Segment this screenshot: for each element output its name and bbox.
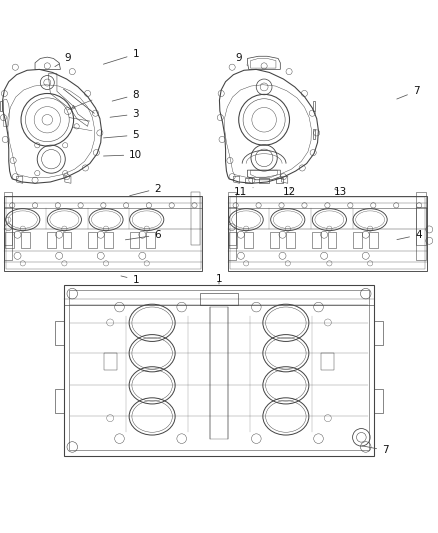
Bar: [4, 196, 202, 271]
Bar: [63, 232, 71, 248]
Text: 6: 6: [125, 230, 161, 240]
Text: 7: 7: [362, 446, 389, 456]
Bar: [200, 294, 238, 305]
Bar: [286, 232, 295, 248]
Bar: [21, 232, 30, 248]
Bar: [88, 232, 97, 248]
Bar: [55, 321, 64, 345]
Bar: [55, 389, 64, 413]
Bar: [374, 389, 383, 413]
Bar: [64, 285, 374, 456]
Bar: [104, 232, 113, 248]
Text: 1: 1: [215, 274, 223, 284]
Bar: [244, 232, 253, 248]
Bar: [4, 192, 12, 245]
Text: 1: 1: [103, 49, 139, 64]
Bar: [369, 232, 378, 248]
Text: 1: 1: [121, 274, 139, 285]
Bar: [229, 232, 237, 248]
Bar: [270, 232, 279, 248]
Bar: [374, 321, 383, 345]
Bar: [312, 232, 321, 248]
Text: 13: 13: [334, 187, 347, 197]
Bar: [5, 232, 14, 248]
Bar: [103, 353, 117, 370]
Bar: [146, 232, 155, 248]
Text: 9: 9: [55, 53, 71, 67]
Bar: [130, 232, 139, 248]
Bar: [416, 192, 426, 245]
Bar: [4, 207, 12, 260]
Text: 10: 10: [103, 150, 142, 160]
Bar: [228, 207, 236, 260]
Bar: [69, 290, 369, 450]
Text: 9: 9: [235, 53, 247, 66]
Bar: [230, 197, 425, 269]
Text: 8: 8: [112, 90, 139, 101]
Text: 7: 7: [397, 86, 420, 99]
Bar: [6, 197, 201, 269]
Bar: [228, 196, 427, 271]
Text: 12: 12: [283, 187, 296, 197]
Bar: [228, 192, 236, 245]
Bar: [191, 192, 200, 245]
Text: 11: 11: [234, 187, 253, 197]
Text: 3: 3: [110, 109, 139, 119]
Text: 2: 2: [130, 183, 161, 196]
Bar: [328, 232, 336, 248]
Text: 4: 4: [397, 230, 422, 240]
Bar: [416, 207, 426, 260]
Bar: [47, 232, 56, 248]
Bar: [321, 353, 334, 370]
Bar: [210, 307, 228, 439]
Bar: [353, 232, 362, 248]
Text: 5: 5: [103, 130, 139, 140]
